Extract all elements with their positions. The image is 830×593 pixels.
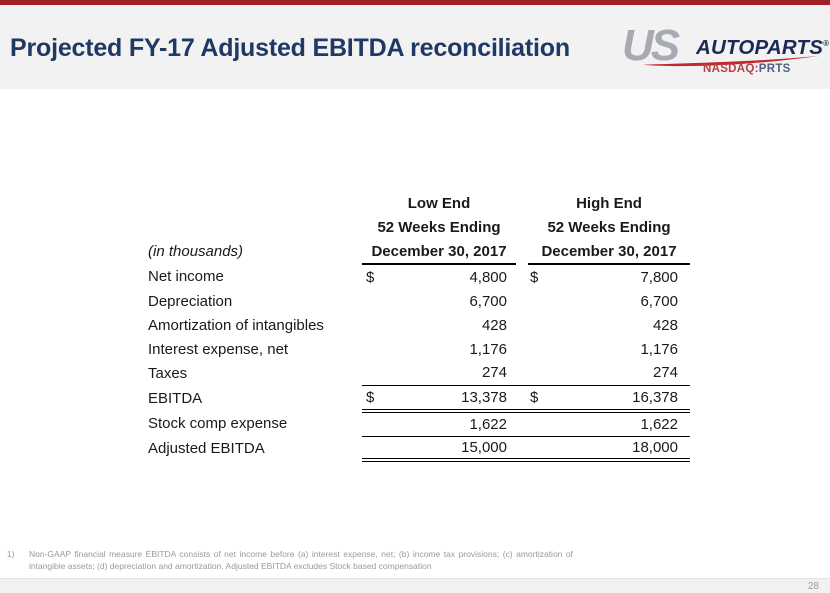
high-value-cell: 428 (528, 313, 690, 337)
ticker-symbol: PRTS (758, 63, 791, 75)
header-row-date: (in thousands) December 30, 2017 Decembe… (148, 239, 690, 265)
logo-autoparts-word: AUTOPARTS (696, 36, 824, 59)
low-value: 428 (481, 316, 507, 334)
high-value-cell: 18,000 (528, 436, 690, 462)
empty-cell (148, 215, 362, 239)
table-row-net-income: Net income $4,800 $7,800 (148, 264, 690, 289)
low-value-cell: 428 (362, 313, 516, 337)
high-value: 7,800 (640, 268, 678, 286)
top-accent-bar (0, 0, 830, 5)
high-value-cell: 6,700 (528, 289, 690, 313)
low-value: 1,622 (469, 415, 507, 433)
row-label: Stock comp expense (148, 415, 288, 432)
spacer-cell (516, 264, 528, 289)
high-weeks-header: 52 Weeks Ending (547, 218, 671, 236)
high-value: 428 (652, 316, 678, 334)
low-value-cell: 6,700 (362, 289, 516, 313)
ticker: NASDAQ:PRTS (703, 63, 791, 75)
empty-cell (148, 191, 362, 215)
spacer-cell (516, 191, 528, 215)
high-value: 6,700 (640, 292, 678, 310)
table-row-interest-expense: Interest expense, net 1,176 1,176 (148, 337, 690, 361)
row-label: Interest expense, net (148, 340, 289, 358)
low-value: 1,176 (469, 340, 507, 358)
low-value-cell: 1,176 (362, 337, 516, 361)
low-value: 15,000 (461, 438, 507, 456)
slide-title: Projected FY-17 Adjusted EBITDA reconcil… (10, 34, 570, 62)
footnote-text: Non-GAAP financial measure EBITDA consis… (29, 549, 573, 571)
header-row-period: Low End High End (148, 191, 690, 215)
ebitda-reconciliation-table: Low End High End 52 Weeks Ending 52 Week… (148, 191, 690, 462)
spacer-cell (516, 385, 528, 413)
table-row-ebitda: EBITDA $13,378 $16,378 (148, 385, 690, 413)
spacer-cell (516, 337, 528, 361)
logo-autoparts-text: AUTOPARTS® (696, 36, 829, 60)
low-value-cell: 274 (362, 361, 516, 386)
spacer-cell (516, 239, 528, 264)
table-row-stock-comp: Stock comp expense 1,622 1,622 (148, 411, 690, 437)
high-end-header: High End (576, 194, 642, 212)
high-value: 18,000 (632, 438, 678, 456)
high-value-cell: 1,176 (528, 337, 690, 361)
footnote-marker: 1) (7, 549, 15, 559)
spacer-cell (516, 361, 528, 386)
table-row-depreciation: Depreciation 6,700 6,700 (148, 289, 690, 313)
row-label: EBITDA (148, 389, 203, 407)
currency-symbol: $ (366, 388, 375, 406)
low-weeks-header: 52 Weeks Ending (377, 218, 501, 236)
table-row-adjusted-ebitda: Adjusted EBITDA 15,000 18,000 (148, 436, 690, 462)
spacer-cell (516, 411, 528, 437)
low-date-header: December 30, 2017 (362, 239, 516, 265)
currency-symbol: $ (530, 268, 539, 286)
row-label: Net income (148, 268, 224, 285)
spacer-cell (516, 313, 528, 337)
table-row-taxes: Taxes 274 274 (148, 361, 690, 386)
spacer-cell (516, 215, 528, 239)
low-value-cell: $13,378 (362, 385, 516, 413)
page-number: 28 (807, 581, 819, 592)
units-label: (in thousands) (148, 243, 244, 260)
row-label: Adjusted EBITDA (148, 439, 265, 457)
high-value-cell: 274 (528, 361, 690, 386)
low-value-cell: 15,000 (362, 436, 516, 462)
ticker-exchange: NASDAQ: (703, 63, 759, 75)
low-end-header: Low End (407, 194, 471, 212)
high-value-cell: $16,378 (528, 385, 690, 413)
high-value-cell: 1,622 (528, 411, 690, 437)
low-value: 6,700 (469, 292, 507, 310)
row-label: Amortization of intangibles (148, 316, 324, 334)
spacer-cell (516, 289, 528, 313)
low-value-cell: 1,622 (362, 411, 516, 437)
currency-symbol: $ (530, 388, 539, 406)
row-label: Depreciation (148, 292, 233, 310)
high-value: 16,378 (632, 388, 678, 406)
low-value-cell: $4,800 (362, 264, 516, 289)
low-value: 13,378 (461, 388, 507, 406)
footer-band: 28 (0, 578, 830, 593)
spacer-cell (516, 436, 528, 462)
footnote: 1) Non-GAAP financial measure EBITDA con… (7, 549, 573, 572)
high-value: 1,176 (640, 340, 678, 358)
currency-symbol: $ (366, 268, 375, 286)
high-value: 1,622 (640, 415, 678, 433)
low-value: 4,800 (469, 268, 507, 286)
registered-mark: ® (823, 39, 829, 49)
row-label: Taxes (148, 364, 188, 382)
logo-us-text: US (622, 21, 680, 70)
high-value-cell: $7,800 (528, 264, 690, 289)
low-value: 274 (481, 364, 507, 382)
logo-swoosh-icon (642, 55, 820, 67)
header-band: Projected FY-17 Adjusted EBITDA reconcil… (0, 5, 830, 89)
header-row-weeks: 52 Weeks Ending 52 Weeks Ending (148, 215, 690, 239)
table-row-amortization: Amortization of intangibles 428 428 (148, 313, 690, 337)
high-value: 274 (652, 364, 678, 382)
high-date-header: December 30, 2017 (528, 239, 690, 265)
